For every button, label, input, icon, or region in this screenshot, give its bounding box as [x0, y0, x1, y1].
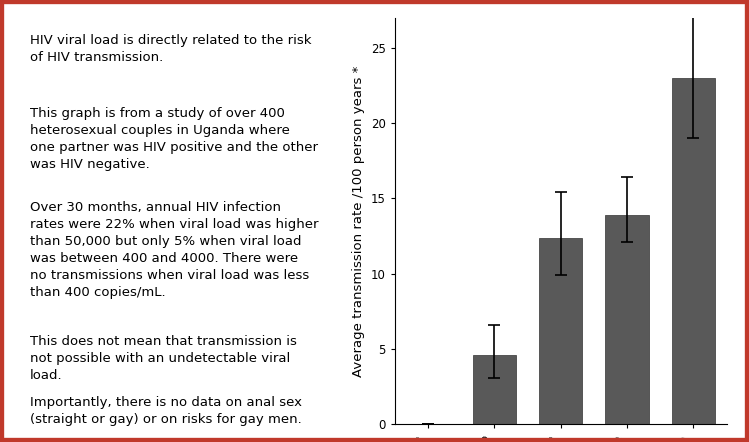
Text: Importantly, there is no data on anal sex
(straight or gay) or on risks for gay : Importantly, there is no data on anal se…	[30, 396, 302, 426]
Text: This does not mean that transmission is
not possible with an undetectable viral
: This does not mean that transmission is …	[30, 335, 297, 382]
Bar	[605, 215, 649, 424]
Text: Over 30 months, annual HIV infection
rates were 22% when viral load was higher
t: Over 30 months, annual HIV infection rat…	[30, 201, 318, 299]
Bar	[672, 78, 715, 424]
Text: HIV viral load is directly related to the risk
of HIV transmission.: HIV viral load is directly related to th…	[30, 34, 312, 64]
Y-axis label: Average transmission rate /100 person years *: Average transmission rate /100 person ye…	[352, 65, 365, 377]
Bar	[539, 237, 582, 424]
Text: This graph is from a study of over 400
heterosexual couples in Uganda where
one : This graph is from a study of over 400 h…	[30, 107, 318, 171]
Bar	[473, 355, 516, 424]
